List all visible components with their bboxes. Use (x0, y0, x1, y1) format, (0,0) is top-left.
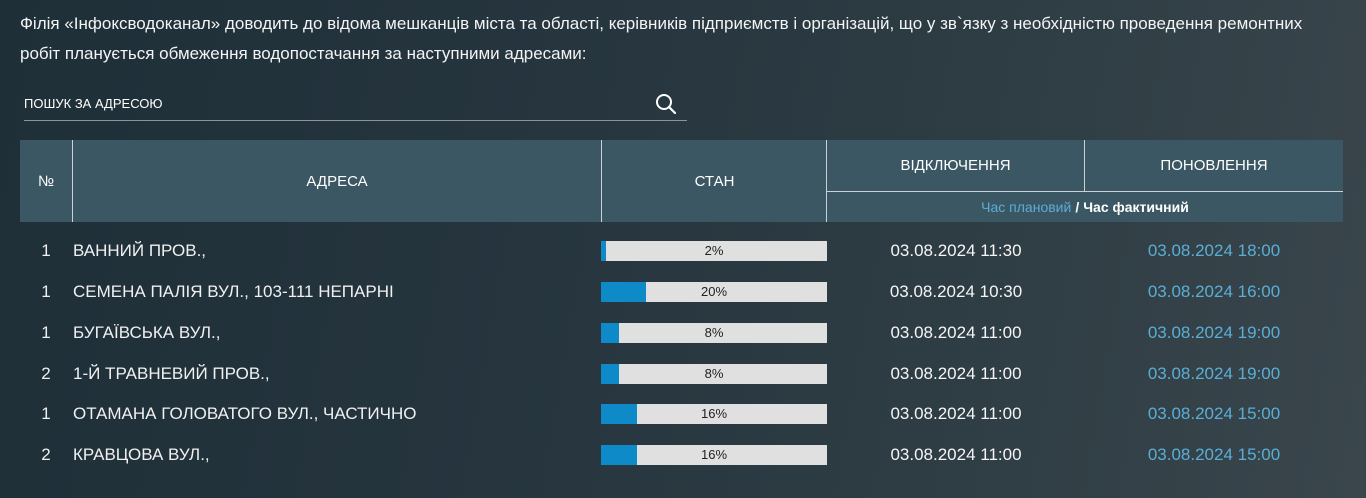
table-row[interactable]: 1 СЕМЕНА ПАЛІЯ ВУЛ., 103-111 НЕПАРНІ 20%… (20, 271, 1343, 312)
header-time-legend: Час плановий / Час фактичний (827, 192, 1343, 222)
header-address: АДРЕСА (306, 172, 368, 190)
progress-fill (601, 403, 638, 424)
table-row[interactable]: 1 ВАННИЙ ПРОВ., 2% 03.08.2024 11:30 03.0… (20, 230, 1343, 271)
row-address: СЕМЕНА ПАЛІЯ ВУЛ., 103-111 НЕПАРНІ (73, 281, 394, 301)
row-num: 2 (41, 363, 51, 383)
progress-label: 20% (700, 284, 728, 299)
row-address: БУГАЇВСЬКА ВУЛ., (73, 322, 221, 342)
progress-label: 16% (700, 447, 728, 462)
row-state: 16% (601, 434, 827, 475)
row-off-time: 03.08.2024 10:30 (889, 281, 1023, 301)
outages-table: № АДРЕСА СТАН ВІДКЛЮЧЕННЯ ПОНОВЛЕННЯ Час… (20, 140, 1343, 465)
address-search[interactable] (24, 88, 687, 121)
progress-bar: 16% (601, 403, 827, 424)
progress-fill (601, 444, 638, 465)
row-num: 2 (41, 444, 51, 464)
progress-label: 8% (704, 366, 724, 381)
table-row[interactable]: 2 1-Й ТРАВНЕВИЙ ПРОВ., 8% 03.08.2024 11:… (20, 353, 1343, 394)
table-header: № АДРЕСА СТАН ВІДКЛЮЧЕННЯ ПОНОВЛЕННЯ Час… (20, 140, 1343, 222)
row-state: 16% (601, 393, 827, 434)
progress-label: 2% (704, 243, 724, 258)
legend-separator: / (1075, 199, 1080, 215)
row-address: КРАВЦОВА ВУЛ., (73, 444, 210, 464)
intro-text: Філія «Інфоксводоканал» доводить до відо… (20, 14, 1303, 63)
row-state: 8% (601, 353, 827, 394)
row-off-time: 03.08.2024 11:00 (890, 444, 1022, 464)
header-on: ПОНОВЛЕННЯ (1160, 157, 1268, 174)
progress-label: 8% (704, 325, 724, 340)
search-input[interactable] (24, 92, 644, 114)
row-address: ВАННИЙ ПРОВ., (73, 240, 207, 260)
row-num: 1 (41, 403, 51, 423)
header-divider (1084, 140, 1085, 191)
row-num: 1 (41, 322, 51, 342)
header-off: ВІДКЛЮЧЕННЯ (900, 157, 1011, 174)
header-num: № (37, 172, 55, 190)
row-state: 2% (601, 230, 827, 271)
table-row[interactable]: 1 БУГАЇВСЬКА ВУЛ., 8% 03.08.2024 11:00 0… (20, 312, 1343, 353)
row-on-time: 03.08.2024 18:00 (1147, 240, 1281, 260)
search-icon[interactable] (655, 93, 677, 115)
table-row[interactable]: 2 КРАВЦОВА ВУЛ., 16% 03.08.2024 11:00 03… (20, 434, 1343, 475)
header-split-line (827, 191, 1343, 192)
legend-planned: Час плановий (981, 199, 1072, 215)
progress-bar: 2% (601, 240, 827, 261)
progress-fill (601, 281, 647, 302)
progress-bar: 16% (601, 444, 827, 465)
header-divider (826, 140, 827, 222)
header-divider (72, 140, 73, 222)
row-off-time: 03.08.2024 11:30 (890, 240, 1022, 260)
progress-bar: 8% (601, 363, 827, 384)
row-off-time: 03.08.2024 11:00 (890, 322, 1022, 342)
row-state: 8% (601, 312, 827, 353)
row-address: ОТАМАНА ГОЛОВАТОГО ВУЛ., ЧАСТИЧНО (73, 403, 417, 423)
row-on-time: 03.08.2024 19:00 (1147, 363, 1281, 383)
row-num: 1 (41, 281, 51, 301)
header-divider (601, 140, 602, 222)
progress-fill (601, 322, 620, 343)
row-on-time: 03.08.2024 15:00 (1147, 444, 1281, 464)
row-off-time: 03.08.2024 11:00 (890, 403, 1022, 423)
progress-label: 16% (700, 406, 728, 421)
row-num: 1 (41, 240, 51, 260)
legend-actual: Час фактичний (1083, 199, 1189, 215)
header-state: СТАН (694, 172, 735, 190)
progress-fill (601, 240, 606, 261)
row-on-time: 03.08.2024 15:00 (1147, 403, 1281, 423)
progress-fill (601, 363, 620, 384)
progress-bar: 8% (601, 322, 827, 343)
progress-bar: 20% (601, 281, 827, 302)
row-on-time: 03.08.2024 16:00 (1147, 281, 1281, 301)
row-off-time: 03.08.2024 11:00 (890, 363, 1022, 383)
row-on-time: 03.08.2024 19:00 (1147, 322, 1281, 342)
table-row[interactable]: 1 ОТАМАНА ГОЛОВАТОГО ВУЛ., ЧАСТИЧНО 16% … (20, 393, 1343, 434)
row-state: 20% (601, 271, 827, 312)
row-address: 1-Й ТРАВНЕВИЙ ПРОВ., (73, 363, 270, 383)
